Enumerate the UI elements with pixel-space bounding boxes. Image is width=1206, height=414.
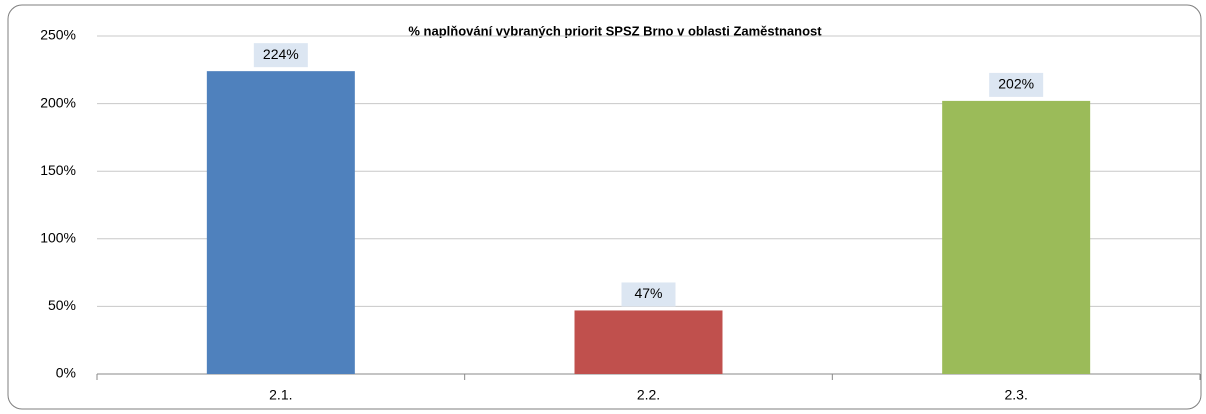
data-label: 47%	[634, 285, 662, 301]
x-tick-label: 2.3.	[1004, 387, 1027, 403]
y-tick-label: 100%	[40, 230, 76, 246]
bar	[942, 100, 1091, 374]
x-tick-label: 2.1.	[269, 387, 292, 403]
y-tick-label: 0%	[56, 365, 76, 381]
data-label: 202%	[998, 76, 1034, 92]
bar	[574, 310, 723, 374]
data-label-bg	[621, 282, 676, 307]
y-tick-label: 150%	[40, 162, 76, 178]
y-tick-label: 50%	[48, 297, 76, 313]
bar	[206, 71, 355, 374]
data-label-bg	[253, 43, 308, 68]
x-tick-label: 2.2.	[637, 387, 660, 403]
y-tick-label: 200%	[40, 94, 76, 110]
data-label: 224%	[263, 46, 299, 62]
data-label-bg	[989, 72, 1044, 97]
chart-title: % naplňování vybraných priorit SPSZ Brno…	[408, 23, 822, 38]
y-tick-label: 250%	[40, 27, 76, 43]
